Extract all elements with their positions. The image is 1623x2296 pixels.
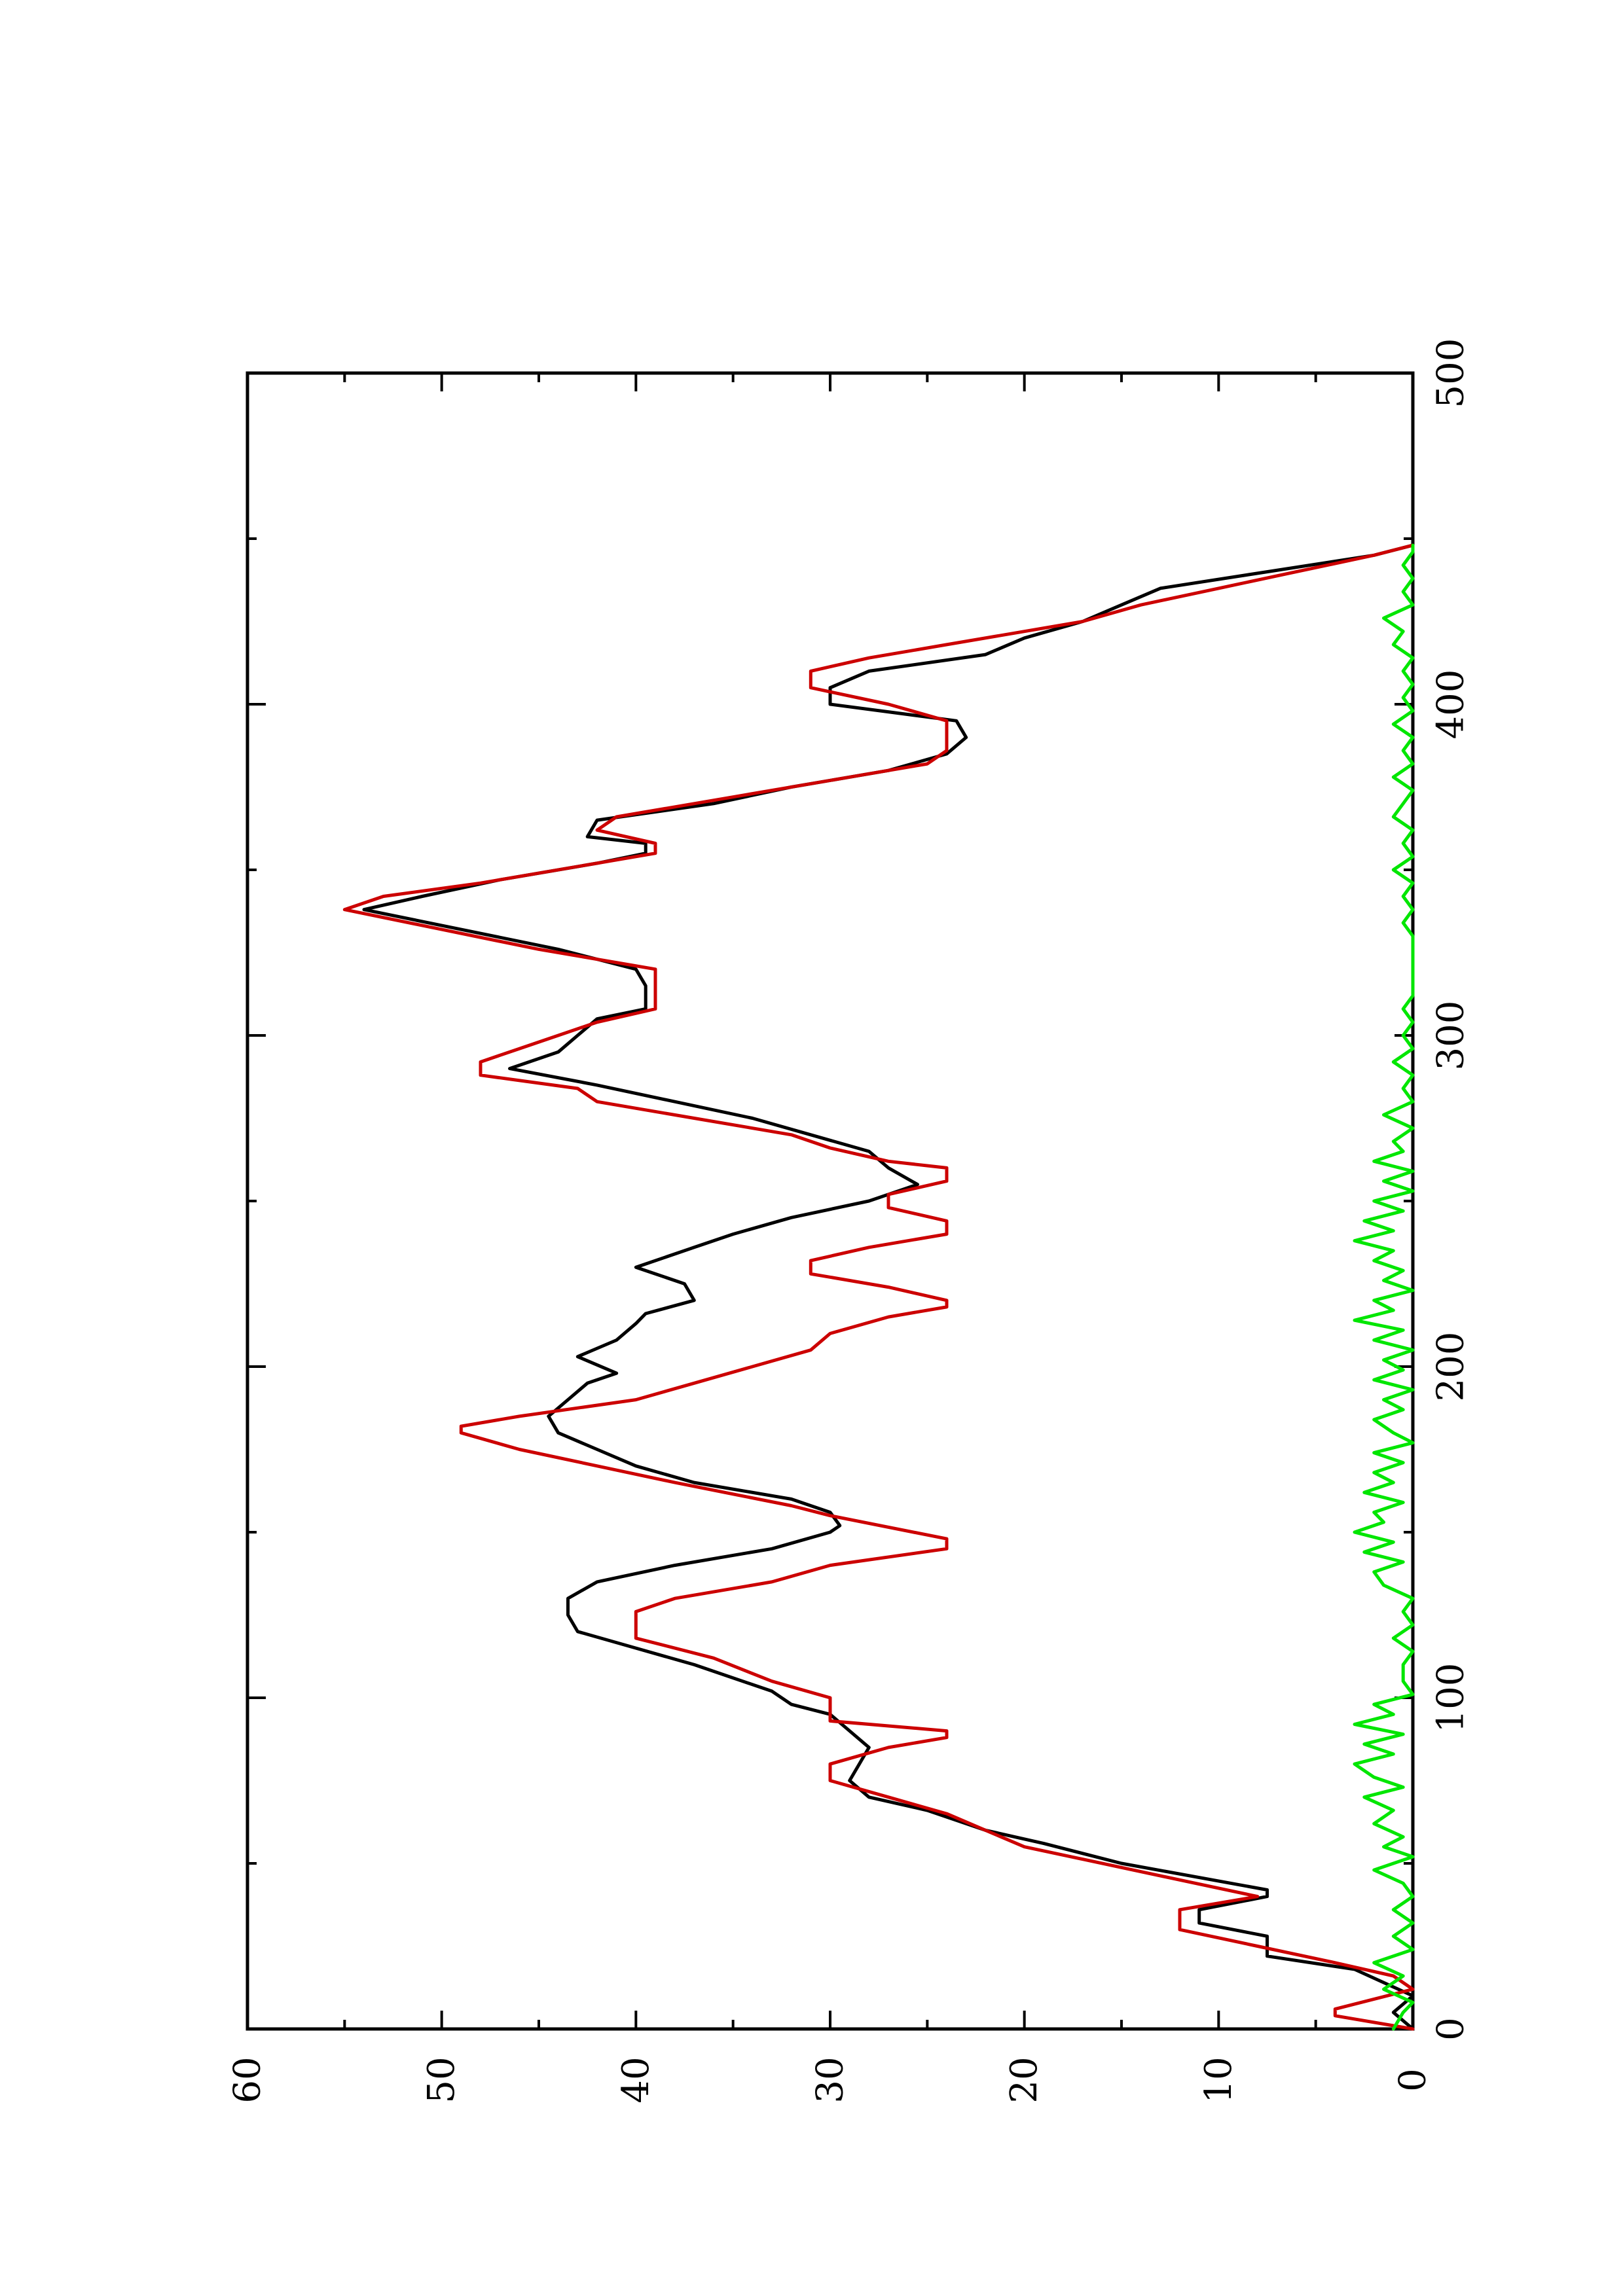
y-tick-label: 20 <box>1003 2056 1046 2103</box>
x-tick-label: 400 <box>1430 670 1472 740</box>
x-tick-label: 300 <box>1430 1001 1472 1071</box>
y-tick-label: 40 <box>615 2056 657 2103</box>
axis-tick-labels: 0 100 200 300 400 500 0 10 20 30 40 50 60 <box>227 338 1472 2104</box>
y-tick-label: 60 <box>227 2056 269 2103</box>
y-tick-label: 10 <box>1197 2056 1240 2103</box>
series-layer <box>342 543 1415 2031</box>
y-tick-label: 30 <box>809 2056 852 2103</box>
y-tick-label: 50 <box>420 2056 463 2103</box>
x-tick-label: 500 <box>1430 338 1472 408</box>
x-tick-label: 0 <box>1430 2017 1472 2041</box>
y-tick-label: 0 <box>1392 2068 1434 2092</box>
x-tick-label: 200 <box>1430 1332 1472 1402</box>
series-line-2 <box>342 543 1415 2031</box>
x-tick-label: 100 <box>1430 1663 1472 1733</box>
series-line-3 <box>1353 543 1415 2031</box>
